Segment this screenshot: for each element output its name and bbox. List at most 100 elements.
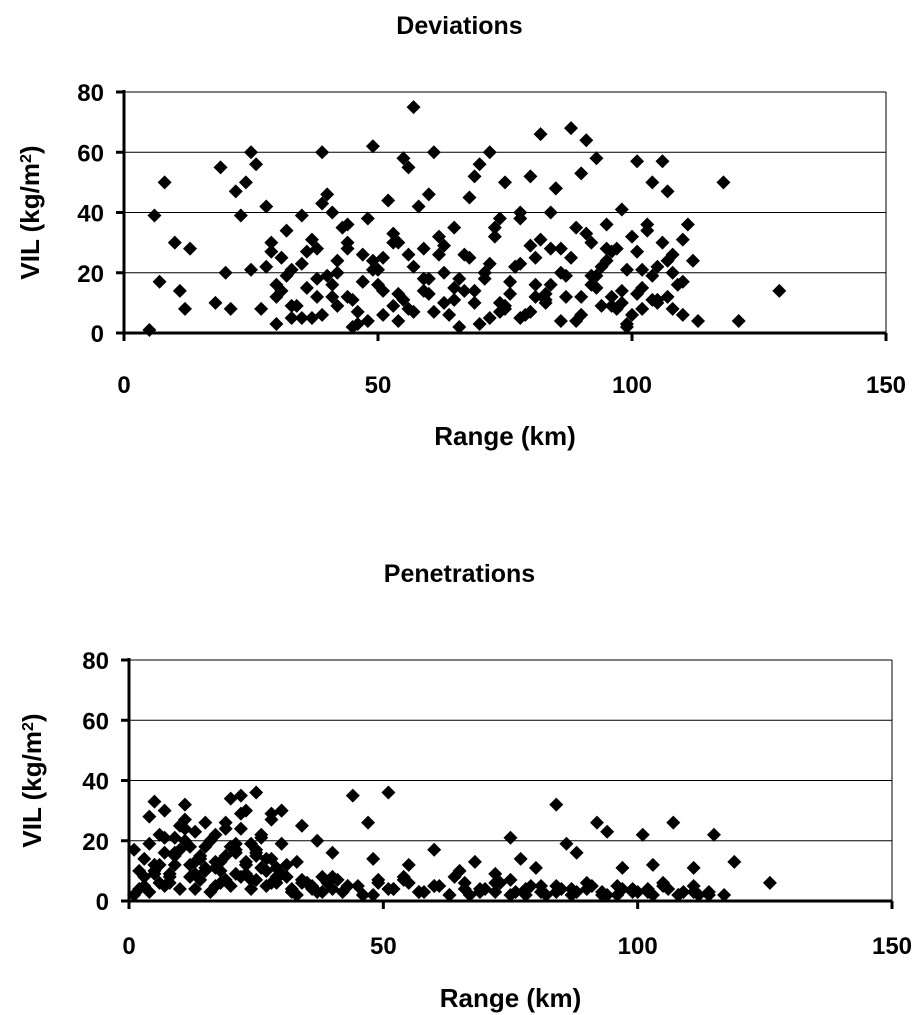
- data-point: [589, 151, 604, 166]
- data-point: [172, 283, 187, 298]
- data-point: [615, 860, 630, 875]
- data-point: [447, 220, 462, 235]
- data-point: [177, 833, 192, 848]
- data-point: [513, 310, 528, 325]
- y-axis-label: VIL (kg/m2): [17, 713, 47, 847]
- data-point: [685, 253, 700, 268]
- data-point: [340, 235, 355, 250]
- data-point: [340, 878, 355, 893]
- data-point: [381, 193, 396, 208]
- data-point: [564, 250, 579, 265]
- data-point: [534, 884, 549, 899]
- data-point: [437, 265, 452, 280]
- data-point: [299, 280, 314, 295]
- x-axis-label: Range (km): [440, 983, 582, 1013]
- data-point: [579, 226, 594, 241]
- data-point: [478, 881, 493, 896]
- y-tick-label: 0: [91, 321, 104, 348]
- data-point: [167, 857, 182, 872]
- data-point: [640, 217, 655, 232]
- data-point: [213, 863, 228, 878]
- data-point: [503, 887, 518, 902]
- data-point: [254, 301, 269, 316]
- data-point: [492, 304, 507, 319]
- data-point: [244, 872, 259, 887]
- data-point: [360, 313, 375, 328]
- data-point: [630, 154, 645, 169]
- data-point: [635, 827, 650, 842]
- data-point: [528, 289, 543, 304]
- data-point: [467, 295, 482, 310]
- data-point: [401, 857, 416, 872]
- data-point: [452, 271, 467, 286]
- data-point: [208, 854, 223, 869]
- data-point: [406, 304, 421, 319]
- data-point: [635, 262, 650, 277]
- data-point: [569, 845, 584, 860]
- data-point: [467, 283, 482, 298]
- data-point: [264, 235, 279, 250]
- data-point: [665, 301, 680, 316]
- data-point: [564, 887, 579, 902]
- data-point: [315, 145, 330, 160]
- data-point: [600, 887, 615, 902]
- data-point: [727, 854, 742, 869]
- data-point: [137, 851, 152, 866]
- data-point: [371, 262, 385, 277]
- data-point: [376, 307, 391, 322]
- data-point: [614, 295, 629, 310]
- data-point: [315, 307, 330, 322]
- data-point: [355, 887, 370, 902]
- data-point: [299, 244, 314, 259]
- data-point: [401, 160, 416, 175]
- data-point: [447, 292, 462, 307]
- data-point: [533, 127, 548, 142]
- data-point: [355, 274, 370, 289]
- data-point: [487, 229, 502, 244]
- data-point: [274, 250, 289, 265]
- data-point: [228, 836, 243, 851]
- data-point: [249, 842, 264, 857]
- data-point: [503, 872, 518, 887]
- data-point: [366, 887, 381, 902]
- data-point: [584, 277, 599, 292]
- data-point: [289, 854, 304, 869]
- data-point: [401, 247, 416, 262]
- data-point: [589, 268, 604, 283]
- data-point: [431, 229, 446, 244]
- x-tick-label: 0: [122, 933, 135, 960]
- data-point: [330, 298, 345, 313]
- data-point: [320, 187, 335, 202]
- data-point: [462, 190, 477, 205]
- data-point: [553, 313, 568, 328]
- data-point: [538, 286, 553, 301]
- data-point: [554, 881, 569, 896]
- data-point: [717, 887, 732, 902]
- data-point: [366, 851, 381, 866]
- data-point: [675, 232, 690, 247]
- data-point: [600, 824, 615, 839]
- data-point: [218, 265, 233, 280]
- data-point: [584, 235, 599, 250]
- data-point: [427, 842, 442, 857]
- y-tick-label: 20: [77, 261, 104, 288]
- data-point: [675, 307, 690, 322]
- data-point: [615, 881, 630, 896]
- data-point: [259, 851, 274, 866]
- data-point: [584, 878, 599, 893]
- data-point: [193, 872, 208, 887]
- data-point: [574, 289, 589, 304]
- data-point: [350, 304, 365, 319]
- data-point: [177, 797, 192, 812]
- data-point: [655, 235, 670, 250]
- data-point: [569, 220, 584, 235]
- data-point: [477, 271, 492, 286]
- y-axis-label: VIL (kg/m2): [15, 145, 45, 279]
- data-point: [462, 250, 477, 265]
- penetrations-chart: Penetrations 0 20 40 60 80 0 50 100 150 Range (km…: [0, 550, 919, 1015]
- data-point: [310, 241, 325, 256]
- x-axis-label: Range (km): [434, 421, 576, 451]
- data-point: [666, 815, 681, 830]
- data-point: [513, 205, 528, 220]
- data-point: [386, 235, 401, 250]
